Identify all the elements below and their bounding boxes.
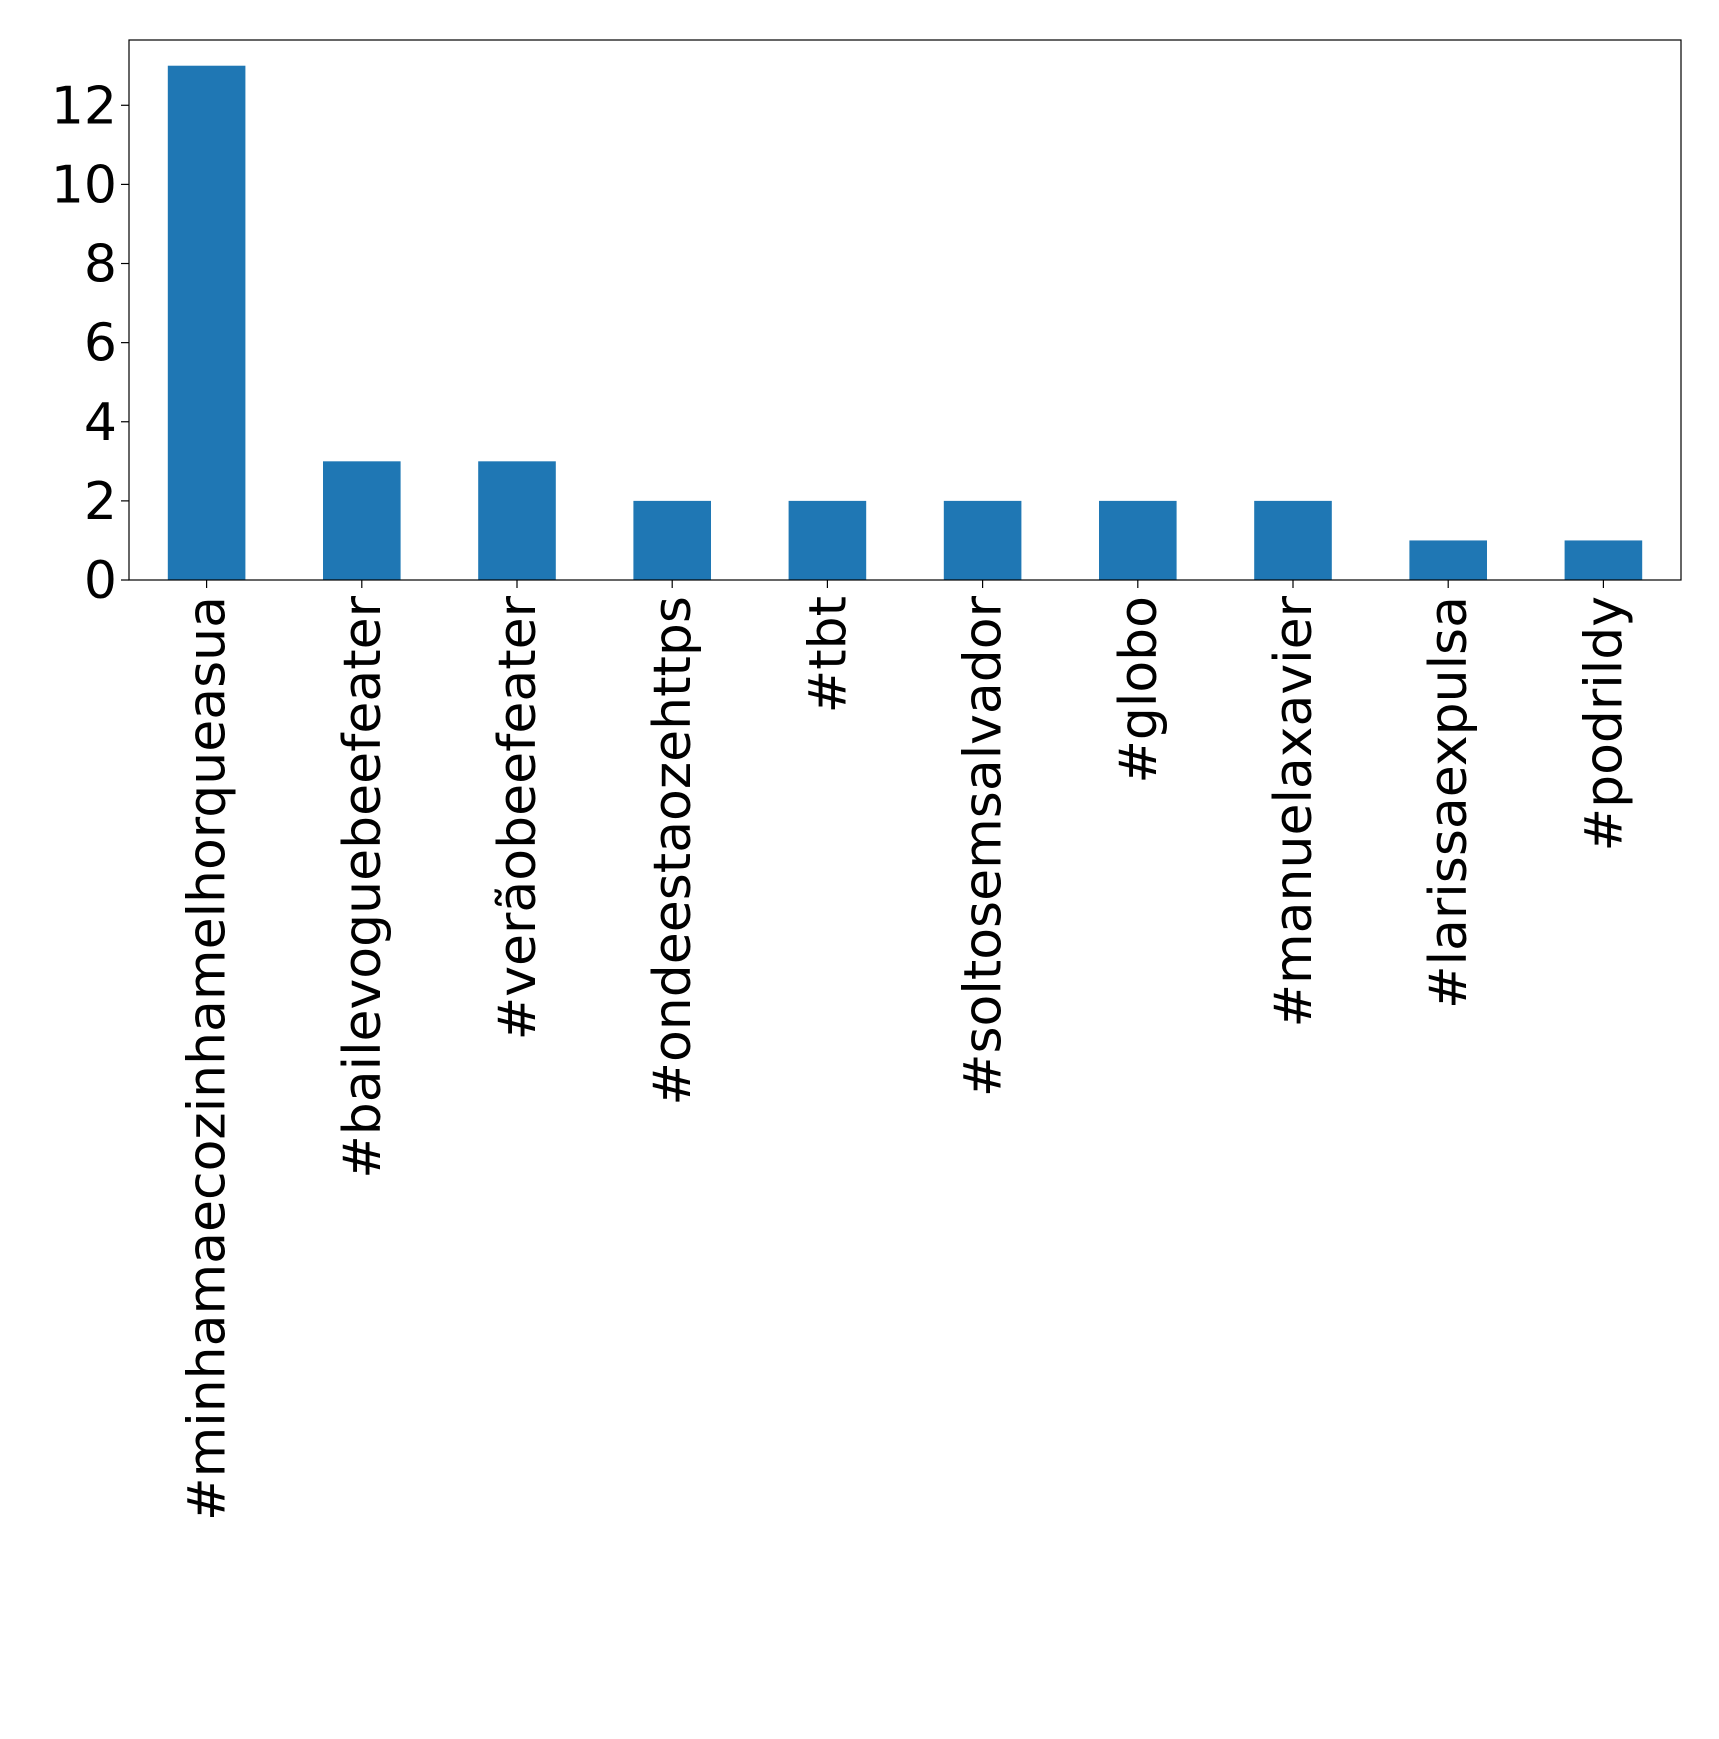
y-tick-label: 4 bbox=[84, 393, 117, 453]
x-tick-label: #tbt bbox=[798, 596, 858, 713]
bar-9 bbox=[1564, 540, 1643, 580]
y-tick-label: 2 bbox=[84, 472, 117, 532]
bar-0 bbox=[167, 65, 246, 580]
bar-5 bbox=[943, 500, 1022, 580]
y-tick-label: 12 bbox=[51, 76, 117, 136]
x-tick-label: #ondeestaozehttps bbox=[643, 596, 703, 1106]
plot-frame bbox=[128, 39, 1682, 581]
y-axis: 0 2 4 6 8 10 12 bbox=[51, 76, 129, 611]
bar-1 bbox=[323, 461, 401, 580]
x-tick-label: #manuelaxavier bbox=[1264, 595, 1324, 1027]
x-tick-label: #podrildy bbox=[1574, 596, 1634, 851]
y-tick-label: 8 bbox=[84, 235, 117, 295]
x-axis: #minhamaecozinhamelhorqueasua #bailevogue… bbox=[178, 580, 1634, 1521]
bar-6 bbox=[1099, 500, 1177, 580]
bar-2 bbox=[478, 461, 556, 580]
x-tick-label: #soltosemsalvador bbox=[954, 595, 1014, 1097]
y-tick-label: 6 bbox=[84, 314, 117, 374]
x-tick-label: #verãobeefeater bbox=[488, 595, 548, 1040]
x-tick-label: #globo bbox=[1109, 596, 1169, 784]
bars-group bbox=[167, 65, 1643, 580]
x-tick-label: #minhamaecozinhamelhorqueasua bbox=[178, 596, 238, 1521]
x-tick-label: #bailevoguebeefeater bbox=[333, 595, 393, 1178]
bar-4 bbox=[788, 500, 867, 580]
bar-3 bbox=[633, 500, 711, 580]
x-tick-label: #larissaexpulsa bbox=[1419, 596, 1479, 1009]
bar-7 bbox=[1254, 500, 1332, 580]
y-tick-label: 0 bbox=[84, 551, 117, 611]
bar-8 bbox=[1409, 540, 1487, 580]
y-tick-label: 10 bbox=[51, 155, 117, 215]
